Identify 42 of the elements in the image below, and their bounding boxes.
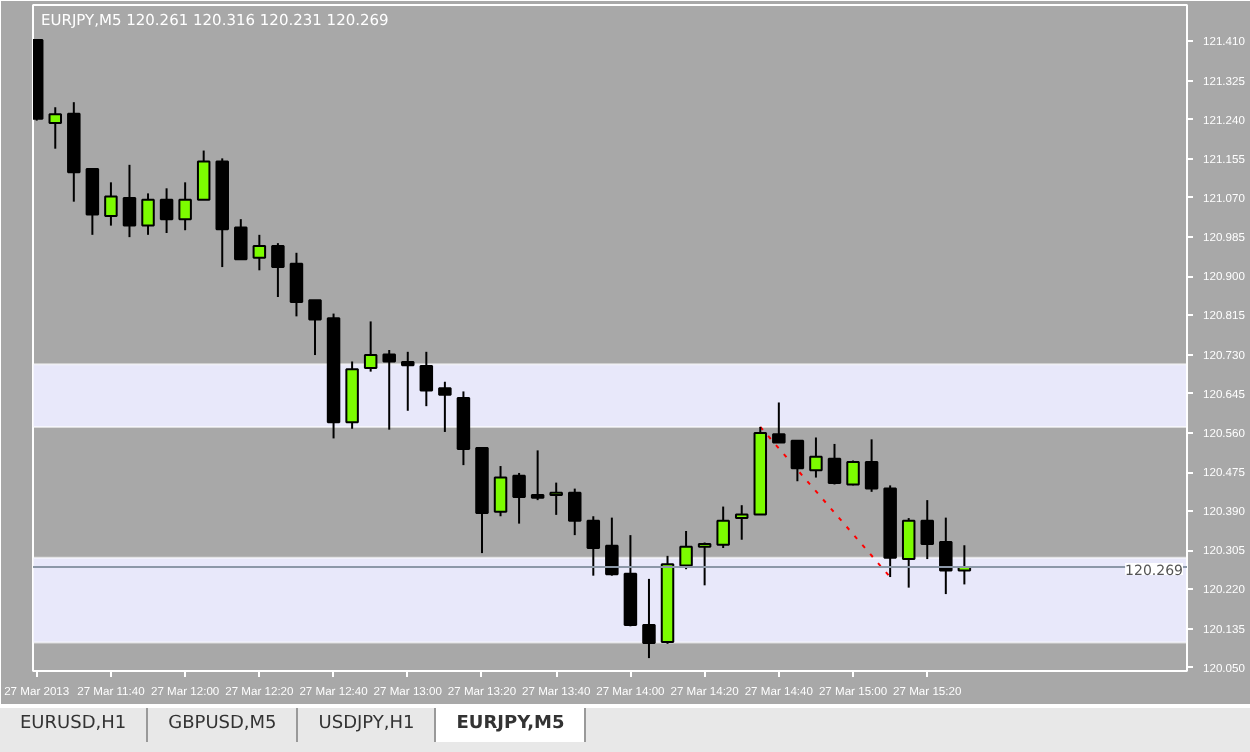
candlestick	[363, 320, 378, 373]
candlestick	[605, 516, 619, 577]
candlestick	[289, 251, 304, 318]
candlestick	[772, 401, 786, 444]
candlestick	[382, 348, 396, 431]
candlestick	[438, 380, 452, 433]
candlestick	[790, 439, 805, 483]
candlestick	[271, 242, 285, 299]
candlestick	[901, 517, 916, 589]
candlestick	[122, 163, 137, 239]
candlestick	[549, 481, 563, 516]
candlestick	[401, 350, 415, 412]
candlestick	[809, 436, 823, 479]
candlestick	[178, 181, 192, 232]
candlestick	[716, 505, 730, 550]
candlestick	[234, 218, 248, 261]
text: GBPUSD,M5	[148, 708, 299, 742]
candlestick	[85, 167, 100, 236]
candlestick	[642, 577, 656, 660]
candlestick	[159, 187, 174, 234]
candlestick	[827, 442, 842, 486]
candlestick	[939, 516, 953, 596]
text: EURJPY,M5	[436, 708, 587, 742]
candlestick	[568, 487, 582, 537]
candlestick	[493, 465, 508, 518]
candlestick	[48, 106, 63, 150]
candlestick	[252, 233, 267, 272]
candlestick	[530, 449, 545, 502]
candlestick	[920, 499, 935, 561]
text: USDJPY,H1	[298, 708, 437, 742]
candlestick	[104, 181, 118, 227]
candlestick	[679, 529, 693, 571]
candlestick	[308, 299, 322, 357]
candlestick	[419, 350, 434, 408]
candlestick	[864, 438, 879, 493]
candlestick	[196, 149, 211, 201]
candlestick	[734, 504, 749, 541]
candlestick	[141, 192, 155, 236]
candlestick	[586, 515, 601, 577]
candlestick	[697, 541, 712, 587]
text: EURUSD,H1	[0, 708, 149, 742]
candlestick	[512, 471, 526, 525]
